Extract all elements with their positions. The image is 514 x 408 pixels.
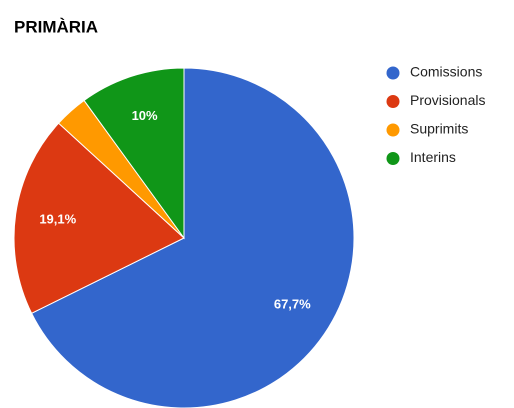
slice-label: 67,7%: [274, 297, 311, 312]
chart-title: PRIMÀRIA: [14, 17, 98, 36]
legend-swatch: [386, 95, 400, 108]
legend-swatch: [386, 123, 400, 137]
legend-label: Interins: [410, 149, 456, 165]
legend-label: Provisionals: [410, 92, 485, 108]
legend-label: Comissions: [410, 64, 482, 80]
legend-swatch: [386, 152, 400, 165]
pie-slice: [83, 67, 185, 240]
pie-slice: [13, 122, 185, 314]
slice-label: 10%: [132, 108, 158, 123]
legend-label: Suprimits: [410, 121, 468, 137]
legend-swatch: [386, 66, 400, 80]
slice-label: 19,1%: [39, 211, 76, 226]
pie-slice: [30, 67, 355, 408]
